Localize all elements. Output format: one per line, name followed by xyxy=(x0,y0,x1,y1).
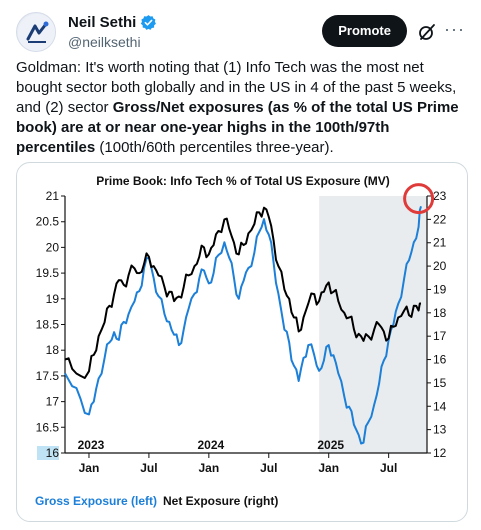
left-tick-label: 19.5 xyxy=(36,266,60,280)
x-month-label: Jul xyxy=(140,461,157,475)
avatar[interactable] xyxy=(16,12,56,52)
right-tick-label: 23 xyxy=(433,189,447,203)
left-tick-label: 19 xyxy=(46,292,60,306)
left-tick-label: 20.5 xyxy=(36,215,60,229)
right-tick-label: 20 xyxy=(433,259,447,273)
right-tick-label: 18 xyxy=(433,306,447,320)
right-tick-label: 12 xyxy=(433,446,447,460)
tweet-text-part1: Goldman: It's worth noting that (1) Info… xyxy=(16,59,457,116)
x-month-label: Jan xyxy=(79,461,100,475)
promote-button[interactable]: Promote xyxy=(322,15,407,47)
series-line-net xyxy=(64,206,421,379)
shaded-region xyxy=(319,196,427,453)
chart-svg: Prime Book: Info Tech % of Total US Expo… xyxy=(35,174,447,508)
tweet-text-part2: (100th/60th percentiles three-year). xyxy=(95,139,334,156)
right-tick-label: 15 xyxy=(433,376,447,390)
author-name[interactable]: Neil Sethi xyxy=(68,14,137,31)
left-tick-label: 17 xyxy=(46,395,60,409)
legend-gross: Gross Exposure (left) xyxy=(35,494,157,508)
x-year-label: 2025 xyxy=(317,438,344,452)
right-tick-label: 21 xyxy=(433,236,447,250)
highlight-circle xyxy=(403,183,435,215)
left-tick-label: 17.5 xyxy=(36,369,60,383)
author-handle[interactable]: @neilksethi xyxy=(68,34,141,50)
right-tick-label: 13 xyxy=(433,423,447,437)
left-tick-label: 16 xyxy=(46,446,60,460)
right-tick-label: 19 xyxy=(433,282,447,296)
left-tick-label: 16.5 xyxy=(36,420,60,434)
tweet-text-bold: Gross/Net exposures (as % of the total U… xyxy=(16,99,459,156)
x-month-label: Jan xyxy=(318,461,339,475)
left-tick-label: 21 xyxy=(46,189,60,203)
left-tick-highlight xyxy=(37,446,59,460)
left-tick-label: 18 xyxy=(46,343,60,357)
more-dots-icon[interactable]: ··· xyxy=(444,19,465,39)
chart-title: Prime Book: Info Tech % of Total US Expo… xyxy=(96,174,390,188)
chart-image[interactable]: Prime Book: Info Tech % of Total US Expo… xyxy=(16,162,468,522)
tweet-text: Goldman: It's worth noting that (1) Info… xyxy=(16,58,468,158)
x-month-label: Jul xyxy=(380,461,397,475)
left-tick-label: 20 xyxy=(46,240,60,254)
right-tick-label: 17 xyxy=(433,329,447,343)
tweet-header: Neil Sethi @neilksethi Promote ··· xyxy=(16,10,465,52)
x-year-label: 2023 xyxy=(78,438,105,452)
right-tick-label: 14 xyxy=(433,399,447,413)
right-tick-label: 22 xyxy=(433,212,447,226)
grok-slash-icon[interactable] xyxy=(417,22,437,42)
verified-badge-icon xyxy=(141,15,157,30)
x-month-label: Jul xyxy=(260,461,277,475)
left-tick-label: 18.5 xyxy=(36,318,60,332)
series-line-gross xyxy=(64,206,422,445)
right-tick-label: 16 xyxy=(433,353,447,367)
x-year-label: 2024 xyxy=(197,438,224,452)
x-month-label: Jan xyxy=(198,461,219,475)
legend-net: Net Exposure (right) xyxy=(163,494,278,508)
